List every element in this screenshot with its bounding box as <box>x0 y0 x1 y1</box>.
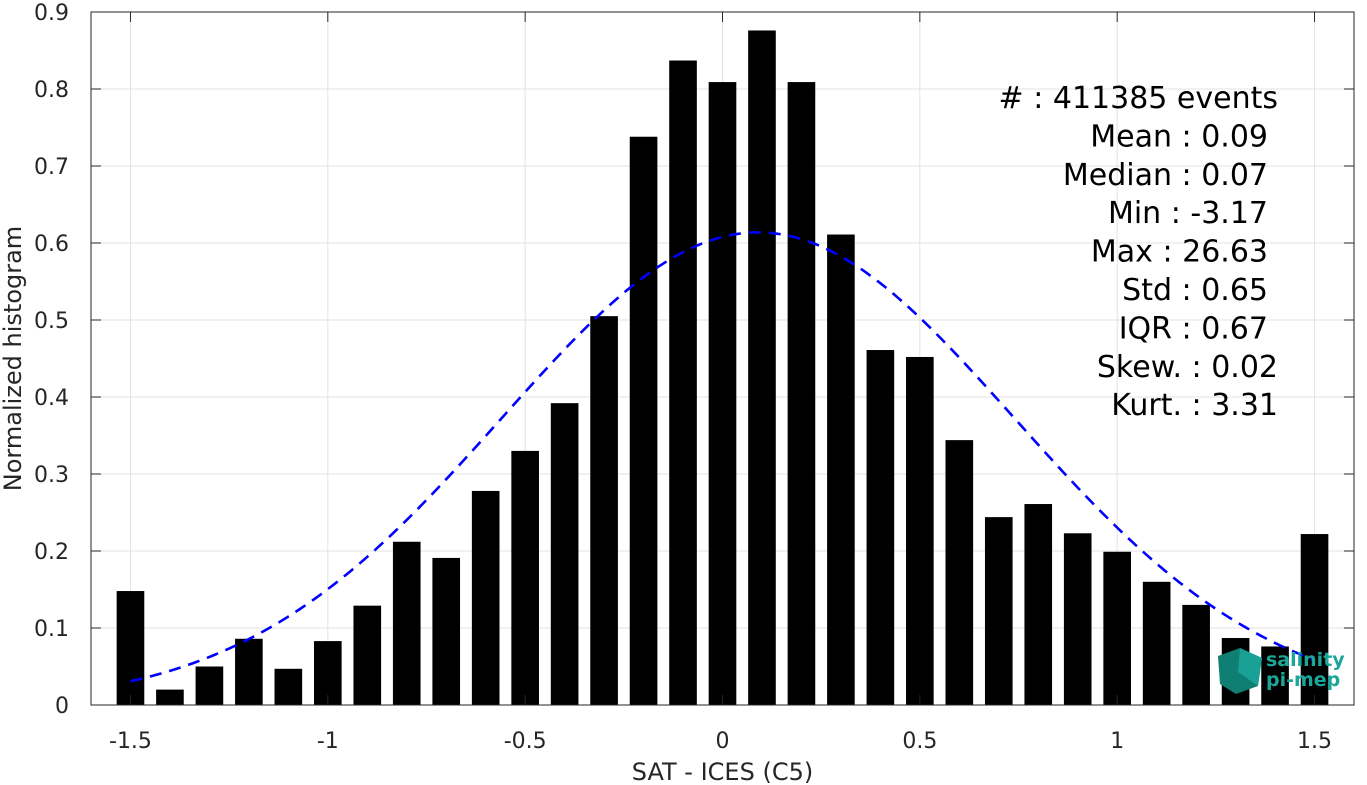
histogram-bar <box>235 638 263 705</box>
y-tick-label: 0.8 <box>34 78 69 103</box>
x-tick-label: -0.5 <box>504 729 547 754</box>
x-tick-label: -1.5 <box>109 729 152 754</box>
histogram-bar <box>708 82 737 705</box>
stats-skew: Skew. : 0.02 <box>1097 350 1278 385</box>
histogram-bar <box>550 403 579 705</box>
histogram-bar <box>866 350 895 705</box>
y-tick-label: 0.6 <box>34 232 69 257</box>
gaussian-fit-curve <box>130 231 1315 683</box>
histogram-bar <box>1182 604 1210 705</box>
histogram-bar <box>748 30 776 706</box>
stats-mean: Mean : 0.09 <box>1090 119 1268 154</box>
logo-text-pimep: pi-mep <box>1266 669 1340 691</box>
histogram-bar <box>1300 534 1329 705</box>
histogram-bar <box>1103 551 1132 705</box>
stats-std: Std : 0.65 <box>1122 273 1268 308</box>
histogram-bar <box>1063 533 1092 705</box>
histogram-bar <box>471 490 500 705</box>
x-tick-label: 0 <box>716 729 730 754</box>
stats-legend: # : 411385 events Mean : 0.09 Median : 0… <box>999 81 1278 423</box>
stats-median: Median : 0.07 <box>1063 158 1268 193</box>
x-tick-label: 1.5 <box>1297 729 1332 754</box>
y-tick-label: 0.7 <box>34 155 69 180</box>
x-tick-label: -1 <box>317 729 339 754</box>
logo-text-salinity: salinity <box>1266 649 1345 671</box>
x-tick-label: 1 <box>1110 729 1124 754</box>
histogram-bar <box>313 641 342 705</box>
histogram-bar <box>511 450 539 705</box>
y-tick-label: 0.3 <box>34 463 69 488</box>
histogram-bar <box>353 605 382 705</box>
y-tick-label: 0.2 <box>34 540 69 565</box>
stats-kurt: Kurt. : 3.31 <box>1111 388 1278 423</box>
y-tick-label: 0.4 <box>34 386 69 411</box>
x-axis-label: SAT - ICES (C5) <box>632 758 813 785</box>
salinity-pimep-logo: salinity pi-mep <box>1218 648 1345 694</box>
histogram-bar <box>1142 581 1171 705</box>
histogram-bar <box>669 60 697 705</box>
histogram-bar <box>945 440 974 705</box>
histogram-bar <box>827 234 855 705</box>
histogram-bar <box>195 666 224 705</box>
histogram-bar <box>392 541 421 705</box>
histogram-bar <box>1261 646 1289 705</box>
histogram-bar <box>1024 504 1053 705</box>
stats-min: Min : -3.17 <box>1108 196 1268 231</box>
histogram-bar <box>590 316 618 705</box>
histogram-bar <box>432 557 461 705</box>
histogram-bar <box>156 689 184 705</box>
y-axis-ticks: 0 0.1 0.2 0.3 0.4 0.5 0.6 0.7 0.8 0.9 <box>34 1 1354 719</box>
y-tick-label: 0.9 <box>34 1 69 26</box>
stats-events: # : 411385 events <box>999 81 1278 116</box>
y-tick-label: 0.1 <box>34 617 69 642</box>
histogram-bar <box>274 668 303 705</box>
x-tick-label: 0.5 <box>902 729 937 754</box>
stats-iqr: IQR : 0.67 <box>1119 311 1268 346</box>
stats-max: Max : 26.63 <box>1091 235 1268 270</box>
y-tick-label: 0.5 <box>34 309 69 334</box>
histogram-bar <box>629 136 658 706</box>
histogram-bar <box>116 591 145 705</box>
histogram-bar <box>787 82 816 705</box>
histogram-bar <box>984 517 1013 705</box>
histogram-bars <box>116 30 1329 706</box>
histogram-bar <box>906 356 934 705</box>
y-axis-label: Normalized histogram <box>0 226 27 491</box>
x-axis-ticks: -1.5 -1 -0.5 0 0.5 1 1.5 <box>109 12 1332 754</box>
y-tick-label: 0 <box>55 694 69 719</box>
logo-cube-facet <box>1238 648 1262 686</box>
